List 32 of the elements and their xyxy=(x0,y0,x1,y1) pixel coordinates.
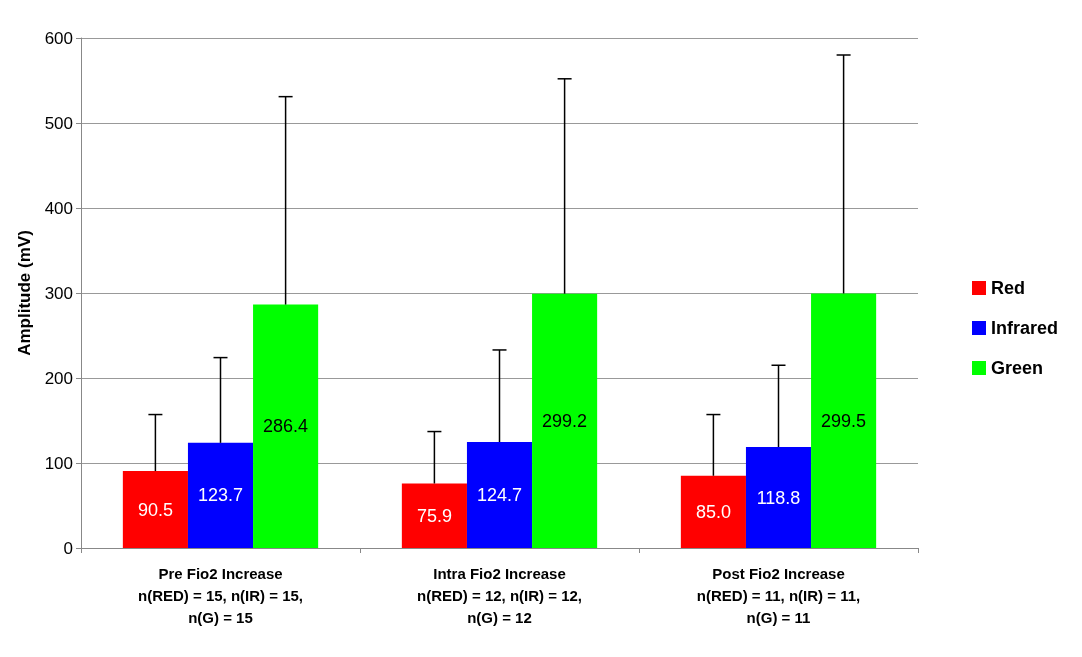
bar xyxy=(187,442,254,548)
bar xyxy=(466,442,533,548)
legend-label: Green xyxy=(990,358,1044,378)
data-label: 85.0 xyxy=(695,501,731,522)
data-label: 90.5 xyxy=(137,499,173,520)
legend-label: Red xyxy=(990,278,1025,298)
y-tick-label: 600 xyxy=(44,28,73,48)
y-tick-label: 100 xyxy=(44,453,73,473)
data-label: 123.7 xyxy=(197,485,244,506)
data-label: 118.8 xyxy=(756,487,801,508)
x-tick-label: Post Fio2 Increase n(RED) = 11, n(IR) = 11, n(G) = 11 xyxy=(696,564,861,626)
x-tick-label: Pre Fio2 Increase n(RED) = 15, n(IR) = 15, n(G) = 15 xyxy=(137,564,304,626)
data-label: 299.2 xyxy=(542,410,588,431)
bar xyxy=(253,304,319,548)
bar xyxy=(745,447,812,548)
bar xyxy=(122,471,188,548)
y-axis-title: Amplitude (mV) xyxy=(15,230,34,356)
data-label: 124.7 xyxy=(476,485,523,505)
bar xyxy=(401,483,467,548)
y-tick-label: 300 xyxy=(44,283,73,303)
bar xyxy=(811,293,877,548)
y-tick-label: 0 xyxy=(63,538,73,558)
data-label: 286.4 xyxy=(263,416,309,437)
data-label: 299.5 xyxy=(821,410,867,431)
bar xyxy=(680,475,746,548)
y-tick-label: 500 xyxy=(44,113,73,133)
bar xyxy=(532,293,598,548)
y-tick-label: 400 xyxy=(44,198,73,218)
legend-label: Infrared xyxy=(990,318,1059,338)
x-tick-label: Intra Fio2 Increase n(RED) = 12, n(IR) = 12, n(G) = 12 xyxy=(416,564,583,626)
data-label: 75.9 xyxy=(416,505,452,526)
y-tick-label: 200 xyxy=(44,368,73,388)
